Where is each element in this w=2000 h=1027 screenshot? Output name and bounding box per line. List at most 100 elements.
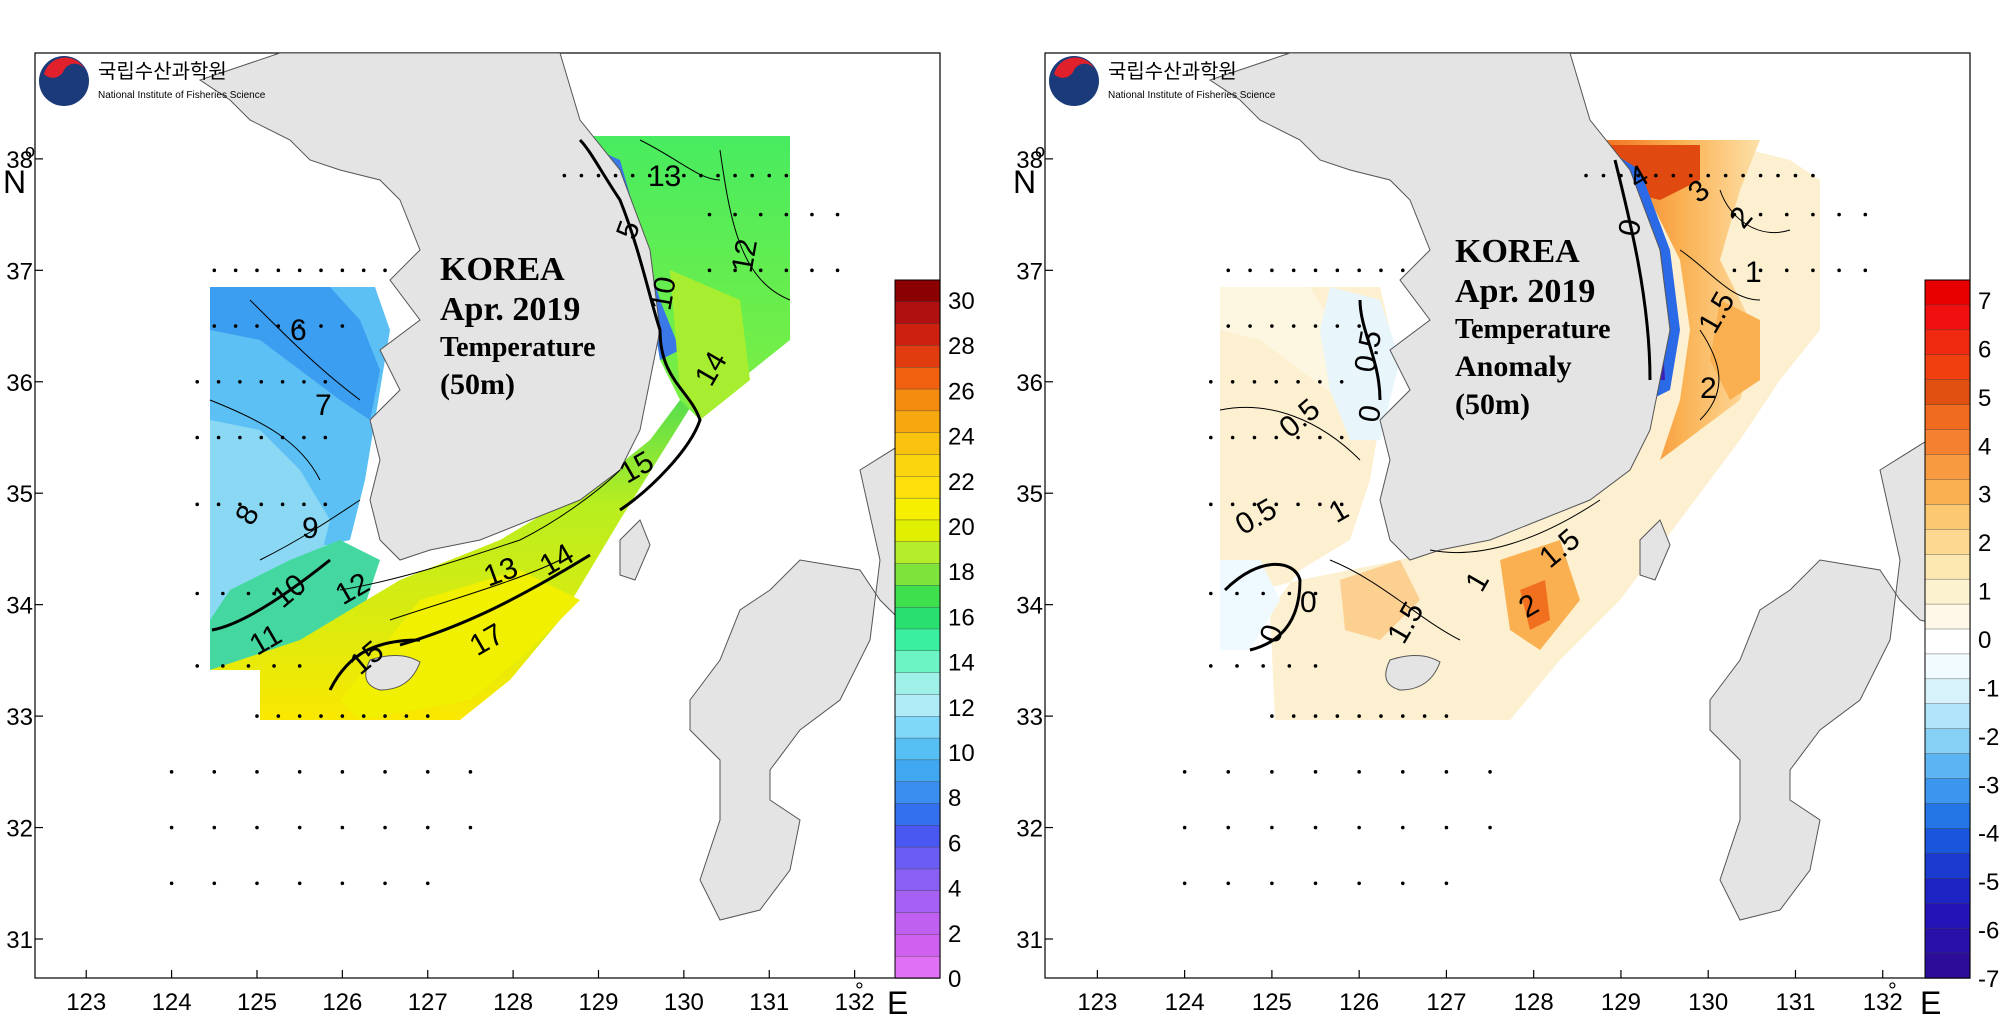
- station-dot: [1270, 770, 1274, 774]
- colorbar-tick-label: 2: [948, 921, 961, 948]
- station-dot: [1261, 591, 1265, 596]
- y-tick-label: 36: [1016, 370, 1043, 397]
- x-tick-label: 128: [493, 989, 533, 1016]
- station-dot: [212, 770, 217, 774]
- x-tick-label: 128: [1514, 989, 1554, 1016]
- station-dot: [630, 173, 635, 178]
- station-dot: [340, 881, 345, 886]
- colorbar-swatch: [1924, 753, 1971, 780]
- station-dot: [1758, 173, 1763, 178]
- station-dot: [1706, 173, 1711, 178]
- station-dot: [297, 881, 302, 886]
- station-dot: [340, 825, 345, 830]
- station-dot: [1357, 881, 1361, 886]
- colorbar-tick-label: 18: [948, 559, 975, 586]
- station-dot: [1313, 664, 1318, 668]
- colorbar-swatch: [894, 803, 941, 827]
- station-dot: [750, 173, 754, 178]
- station-dot: [1776, 173, 1780, 178]
- station-dot: [1270, 881, 1274, 886]
- station-dot: [302, 435, 306, 440]
- station-dot: [579, 173, 584, 178]
- x-tick-label: 125: [237, 989, 277, 1016]
- station-dot: [297, 714, 302, 718]
- colorbar-swatch: [1924, 628, 1971, 655]
- station-dot: [259, 435, 264, 440]
- contour-label: 7: [315, 389, 332, 422]
- contour-label: 0.5: [1349, 328, 1389, 375]
- station-dot: [1654, 173, 1658, 178]
- y-tick-label: 33: [6, 704, 33, 731]
- station-dot: [1811, 212, 1815, 217]
- station-dot: [276, 714, 281, 718]
- colorbar-tick-label: 0: [948, 966, 961, 993]
- colorbar-swatch: [1924, 329, 1971, 356]
- station-dot: [596, 173, 601, 178]
- colorbar-swatch: [894, 541, 941, 565]
- contour-label: 0: [1300, 586, 1317, 619]
- station-dot: [1182, 770, 1187, 774]
- station-dot: [255, 324, 259, 328]
- colorbar-swatch: [894, 388, 941, 412]
- y-tick-label: 31: [1016, 927, 1043, 954]
- x-tick-label: 131: [1775, 989, 1815, 1016]
- station-dots: [169, 173, 840, 886]
- station-dot: [276, 324, 281, 328]
- station-dot: [1248, 324, 1252, 328]
- colorbar-tick-label: 4: [1978, 433, 1991, 460]
- colorbar-swatch: [1924, 404, 1971, 431]
- y-tick-label: 38: [1016, 147, 1043, 174]
- colorbar-swatch: [1924, 279, 1971, 306]
- station-dot: [1296, 435, 1300, 440]
- colorbar-tick-label: -3: [1978, 772, 1999, 799]
- station-dot: [319, 324, 323, 328]
- station-dot: [323, 379, 328, 384]
- colorbar-swatch: [894, 301, 941, 325]
- station-dot: [682, 173, 686, 178]
- station-dot: [1400, 268, 1405, 273]
- contour-label: 2: [1700, 372, 1717, 405]
- station-dot: [297, 591, 302, 596]
- x-unit-degree: °: [855, 978, 864, 1003]
- station-dot: [212, 324, 217, 328]
- nifs-logo: 국립수산과학원 National Institute of Fisheries …: [39, 56, 266, 106]
- station-dot: [1313, 770, 1318, 774]
- station-dot: [425, 770, 430, 774]
- x-tick-label: 131: [749, 989, 789, 1016]
- station-dot: [810, 268, 814, 273]
- colorbar-swatch: [894, 672, 941, 696]
- title-line: (50m): [1455, 388, 1530, 421]
- x-tick-label: 126: [322, 989, 362, 1016]
- logo-english-text: National Institute of Fisheries Science: [1108, 90, 1276, 101]
- title-line: Apr. 2019: [1455, 273, 1595, 310]
- station-dot: [468, 825, 473, 830]
- y-unit-letter: N: [1013, 164, 1036, 200]
- station-dot: [707, 212, 712, 217]
- station-dot: [767, 173, 772, 178]
- colorbar-swatch: [1924, 878, 1971, 904]
- colorbar-tick-label: 1: [1978, 579, 1991, 606]
- panel-temperature: 13 12 5 10 6 14 7 9 8 15 10 11 12 13 14 …: [34, 52, 975, 993]
- station-dot: [319, 268, 323, 273]
- station-dot: [238, 435, 242, 440]
- korean-peninsula: [1208, 53, 1671, 561]
- colorbar-tick-label: -1: [1978, 675, 1999, 702]
- station-dot: [195, 591, 200, 596]
- station-dot: [1313, 268, 1318, 273]
- station-dot: [340, 770, 345, 774]
- title-line: Anomaly: [1455, 350, 1572, 383]
- station-dot: [1339, 379, 1344, 384]
- station-dot: [1357, 825, 1361, 830]
- station-dot: [1274, 379, 1279, 384]
- colorbar-tick-label: 22: [948, 469, 975, 496]
- y-unit-degree: o: [25, 141, 35, 161]
- station-dot: [425, 825, 430, 830]
- station-dot: [1287, 664, 1292, 668]
- station-dot: [280, 435, 285, 440]
- station-dot: [1209, 435, 1213, 440]
- colorbar-swatch: [1924, 554, 1971, 580]
- colorbar-tick-label: -7: [1978, 966, 1999, 993]
- station-dot: [1488, 825, 1492, 830]
- colorbar-tick-label: 6: [948, 830, 961, 857]
- contour-label: 9: [302, 512, 319, 545]
